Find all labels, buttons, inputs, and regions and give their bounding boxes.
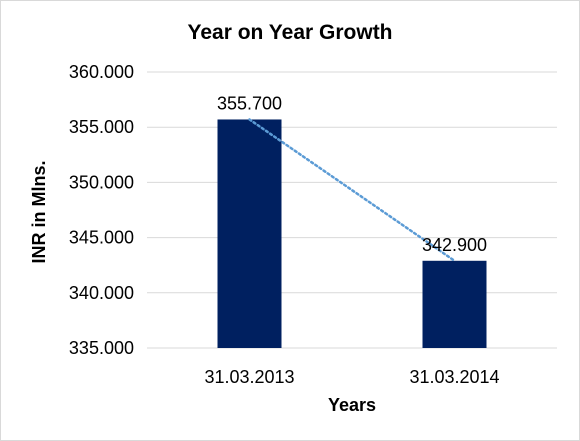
data-labels: 355.700 342.900 <box>217 93 487 254</box>
bar <box>422 260 487 348</box>
y-tick-label: 355.000 <box>69 117 134 137</box>
y-tick-label: 360.000 <box>69 62 134 82</box>
trendline <box>248 118 456 263</box>
bar <box>217 119 282 348</box>
bars <box>217 119 487 348</box>
y-axis-tick-labels: 335.000 340.000 345.000 350.000 355.000 360.0… <box>69 62 134 358</box>
x-axis-title: Years <box>328 395 376 415</box>
y-tick-label: 350.000 <box>69 172 134 192</box>
y-tick-label: 340.000 <box>69 283 134 303</box>
y-axis-title: INR in Mlns. <box>29 161 49 264</box>
y-tick-label: 335.000 <box>69 338 134 358</box>
x-tick-label: 31.03.2014 <box>409 367 499 387</box>
trendline-layer <box>248 118 456 263</box>
data-label: 342.900 <box>422 235 487 255</box>
data-label: 355.700 <box>217 93 282 113</box>
x-axis-tick-labels: 31.03.2013 31.03.2014 <box>204 367 499 387</box>
y-tick-label: 345.000 <box>69 228 134 248</box>
chart-title: Year on Year Growth <box>187 21 392 44</box>
gridlines <box>147 71 557 349</box>
x-tick-label: 31.03.2013 <box>204 367 294 387</box>
